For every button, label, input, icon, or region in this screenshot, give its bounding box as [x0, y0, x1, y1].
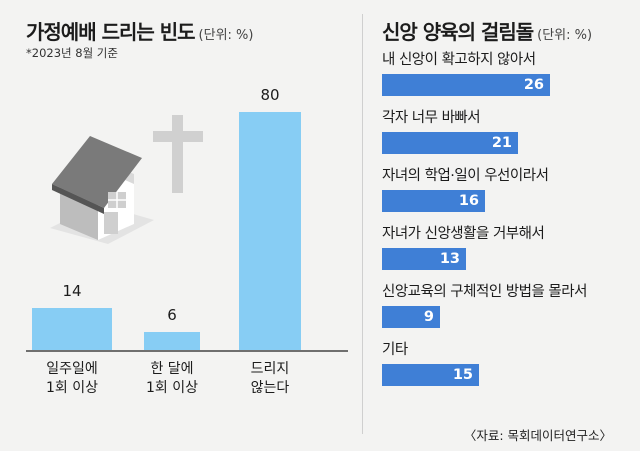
source-credit: 〈자료: 목회데이터연구소〉 [463, 428, 612, 443]
panel-divider [362, 14, 363, 434]
obstacle-label-6: 기타 [382, 342, 408, 358]
left-unit-label: (단위: %) [198, 28, 254, 43]
obstacle-value-4: 13 [439, 251, 460, 267]
date-note: *2023년 8월 기준 [26, 46, 118, 60]
category-label-2: 한 달에 1회 이상 [146, 361, 198, 396]
obstacle-value-5: 9 [423, 309, 434, 325]
obstacle-value-2: 21 [491, 135, 512, 151]
cross-icon [153, 115, 203, 193]
category-label-3: 드리지 않는다 [250, 361, 290, 396]
bar-2 [144, 332, 200, 350]
category-label-1: 일주일에 1회 이상 [46, 361, 98, 396]
bar-1 [32, 308, 112, 350]
obstacle-bar-6 [382, 364, 479, 386]
obstacle-bar-1 [382, 74, 550, 96]
obstacle-label-5: 신앙교육의 구체적인 방법을 몰라서 [382, 284, 587, 300]
obstacle-label-2: 각자 너무 바빠서 [382, 110, 481, 126]
bar-value-2: 6 [167, 306, 177, 324]
obstacle-value-1: 26 [523, 77, 544, 93]
obstacle-bar-5 [382, 306, 440, 328]
bar-value-3: 80 [260, 86, 280, 104]
right-unit-label: (단위: %) [537, 28, 593, 43]
house-icon [50, 136, 154, 244]
left-title-text: 가정예배 드리는 빈도 [26, 20, 196, 44]
obstacle-label-3: 자녀의 학업·일이 우선이라서 [382, 168, 549, 184]
obstacle-value-3: 16 [458, 193, 479, 209]
right-title-text: 신앙 양육의 걸림돌 [382, 20, 534, 44]
obstacle-bar-2 [382, 132, 518, 154]
right-chart-title: 신앙 양육의 걸림돌 (단위: %) [382, 16, 592, 45]
obstacle-label-4: 자녀가 신앙생활을 거부해서 [382, 226, 545, 242]
obstacle-bar-4 [382, 248, 466, 270]
obstacle-value-6: 15 [452, 367, 473, 383]
bar-value-1: 14 [62, 282, 82, 300]
chart-baseline [26, 350, 348, 352]
obstacle-label-1: 내 신앙이 확고하지 않아서 [382, 52, 536, 68]
bar-3 [239, 112, 301, 350]
obstacle-bar-3 [382, 190, 485, 212]
left-chart-title: 가정예배 드리는 빈도 (단위: %) [26, 16, 253, 45]
